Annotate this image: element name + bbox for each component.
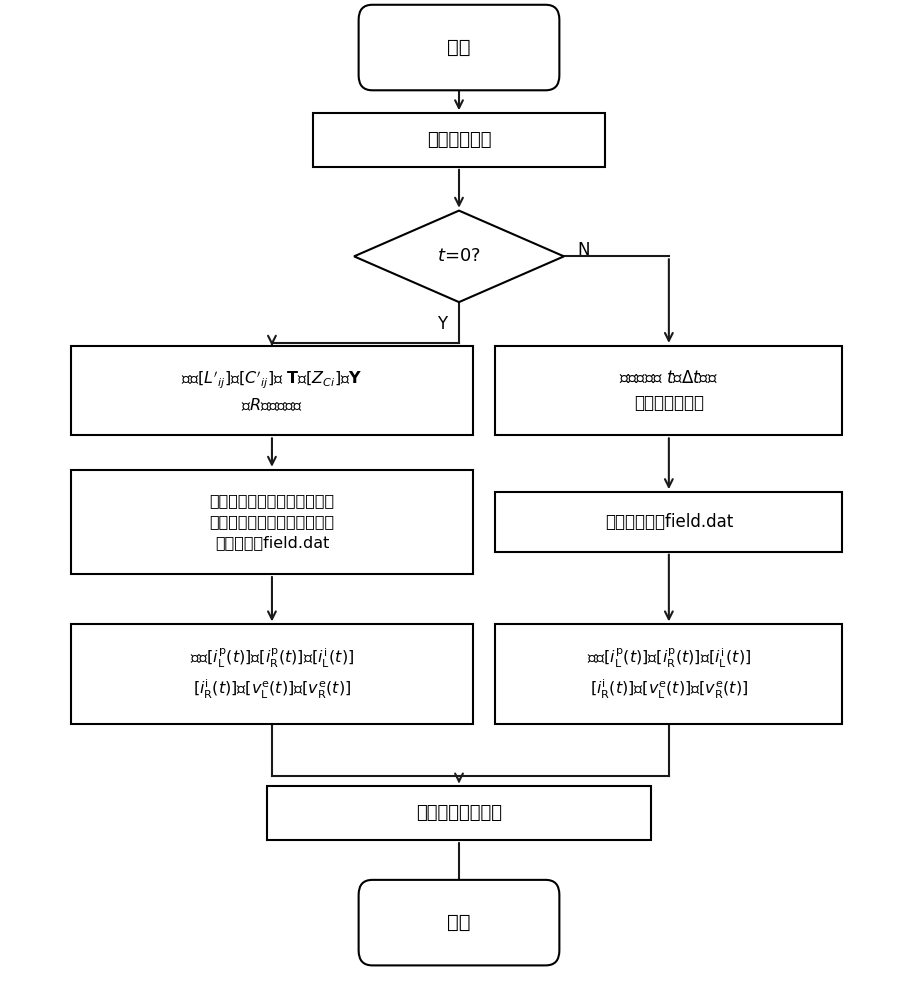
Bar [496,624,842,724]
Text: N: N [577,241,590,259]
Bar [72,346,473,435]
Text: 结束: 结束 [447,913,471,932]
Bar [313,113,605,167]
Text: 参数$[L'_{ij}]$、$[C'_{ij}]$、 $\mathbf{T}$、$[Z_{Ci}]$、$\mathbf{Y}$
及$R$计算并保存: 参数$[L'_{ij}]$、$[C'_{ij}]$、 $\mathbf{T}$、… [182,368,363,413]
FancyBboxPatch shape [359,880,559,965]
Text: $t$=0?: $t$=0? [437,247,481,265]
Text: 计算$[i^{\mathrm{p}}_{\mathrm{L}}(t)]$、$[i^{\mathrm{p}}_{\mathrm{R}}(t)]$、$[i^{\ma: 计算$[i^{\mathrm{p}}_{\mathrm{L}}(t)]$、$[i… [587,647,751,701]
Text: 读入相关参数: 读入相关参数 [427,131,491,149]
Bar [72,624,473,724]
FancyBboxPatch shape [359,5,559,90]
Text: 输出电路元件参数: 输出电路元件参数 [416,804,502,822]
Polygon shape [354,211,564,302]
Bar [496,492,842,552]
Bar [267,786,651,840]
Text: 读取数据文件field.dat: 读取数据文件field.dat [605,513,733,531]
Text: 读入测量的 $t$－$\mathit{\Delta t}$时刻
散射电压及电流: 读入测量的 $t$－$\mathit{\Delta t}$时刻 散射电压及电流 [620,369,718,412]
Bar [496,346,842,435]
Text: 开始: 开始 [447,38,471,57]
Text: 计算线路各处、不同时刻电场
水平分量、垂直分量，并保存
到数据文件field.dat: 计算线路各处、不同时刻电场 水平分量、垂直分量，并保存 到数据文件field.d… [209,493,334,550]
Text: Y: Y [438,315,448,333]
Text: 计算$[i^{\mathrm{p}}_{\mathrm{L}}(t)]$、$[i^{\mathrm{p}}_{\mathrm{R}}(t)]$、$[i^{\ma: 计算$[i^{\mathrm{p}}_{\mathrm{L}}(t)]$、$[i… [190,647,354,701]
Bar [72,470,473,574]
